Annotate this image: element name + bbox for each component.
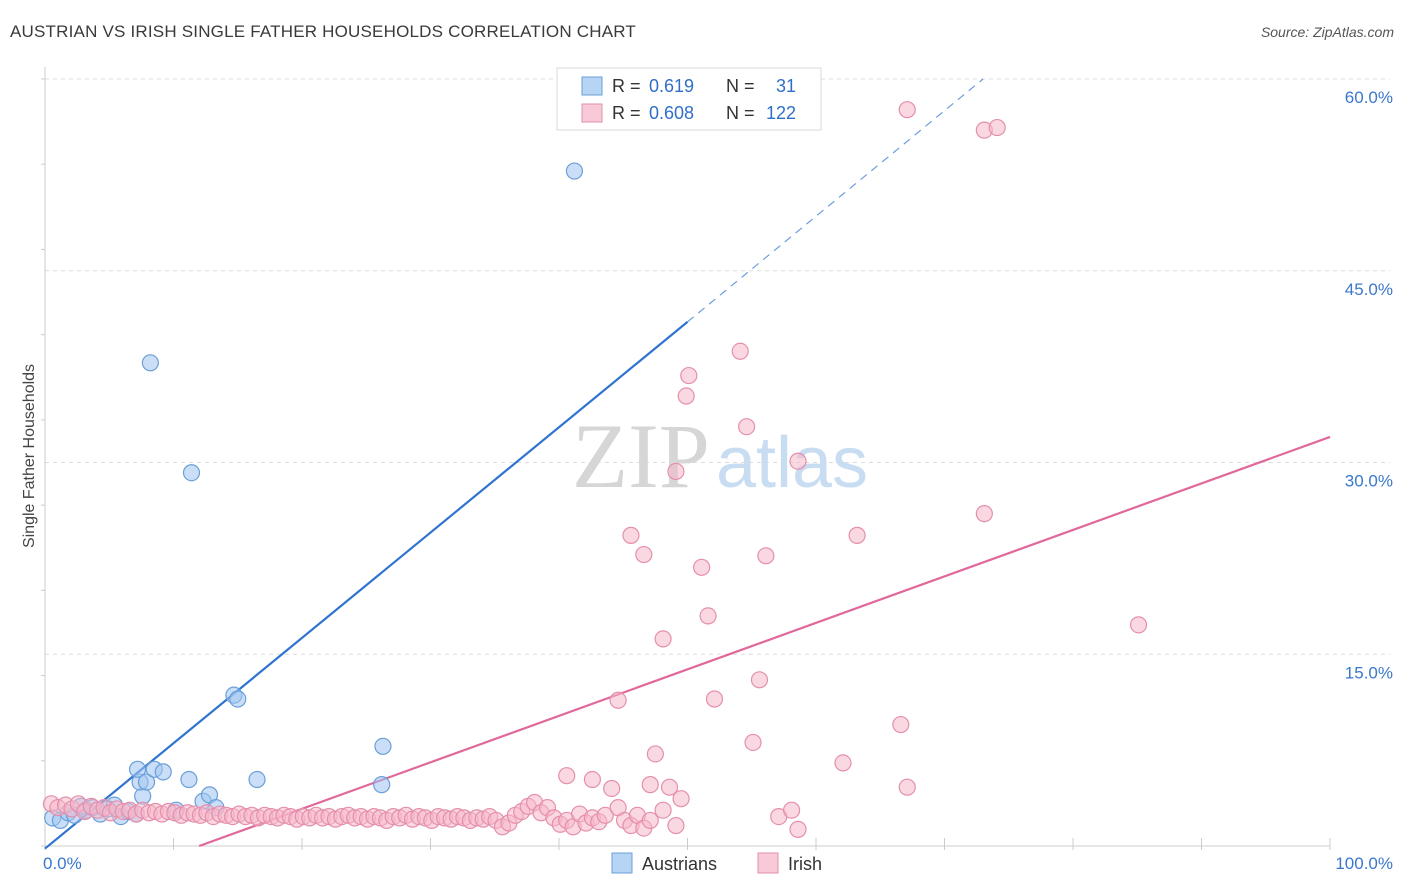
source-label: Source: ZipAtlas.com	[1260, 24, 1394, 40]
legend-r-label: R =	[612, 103, 641, 123]
irish-point	[641, 811, 659, 830]
irish-point	[789, 452, 807, 470]
irish-point	[622, 526, 640, 544]
irish-point	[744, 733, 762, 752]
irish-point	[898, 101, 916, 119]
irish-trend-line	[198, 435, 1331, 848]
irish-point	[750, 671, 769, 689]
irish-legend-label[interactable]: Irish	[788, 854, 822, 874]
watermark: ZIPatlas	[572, 405, 868, 507]
austrians-swatch	[581, 76, 603, 96]
austrians-point	[154, 763, 172, 781]
watermark-zip: ZIP	[572, 405, 710, 507]
grid-lines	[45, 78, 1390, 655]
irish-point	[693, 558, 711, 576]
irish-point	[1129, 616, 1148, 634]
irish-point	[738, 418, 756, 436]
legend-n-value: 31	[776, 76, 796, 96]
axes	[41, 67, 1331, 850]
irish-point	[558, 767, 576, 785]
austrians-trend-extension	[687, 78, 984, 323]
irish-point	[583, 770, 602, 789]
irish-point	[660, 778, 679, 796]
irish-point	[789, 820, 807, 838]
irish-point	[672, 790, 690, 808]
x-tick-label: 100.0%	[1335, 854, 1393, 873]
austrians-point	[373, 776, 391, 794]
irish-point	[635, 545, 653, 564]
x-tick-label: 0.0%	[43, 854, 82, 873]
series-legend: Austrians Irish	[611, 852, 822, 874]
data-points	[42, 101, 1148, 838]
y-tick-label: 45.0%	[1345, 280, 1393, 299]
legend-n-value: 122	[766, 103, 796, 123]
austrians-point	[137, 773, 156, 791]
irish-point	[654, 801, 672, 819]
irish-point	[677, 387, 695, 405]
y-tick-label: 60.0%	[1345, 88, 1393, 107]
irish-point	[834, 754, 852, 772]
legend-r-label: R =	[612, 76, 641, 96]
austrians-point	[128, 760, 147, 778]
austrians-point	[141, 354, 159, 372]
austrians-point	[565, 162, 584, 180]
austrians-point	[248, 770, 266, 789]
trend-lines	[44, 78, 1331, 850]
irish-point	[646, 745, 664, 763]
austrians-point	[229, 690, 247, 708]
y-tick-label: 15.0%	[1345, 663, 1393, 682]
austrians-point	[374, 737, 392, 755]
irish-point	[782, 801, 801, 819]
legend-r-value: 0.608	[649, 103, 694, 123]
irish-point	[731, 342, 749, 360]
irish-point	[898, 778, 916, 796]
irish-point	[705, 690, 724, 708]
irish-point	[757, 547, 775, 565]
chart-title: AUSTRIAN VS IRISH SINGLE FATHER HOUSEHOL…	[10, 22, 636, 41]
irish-legend-swatch[interactable]	[757, 852, 779, 874]
legend-r-value: 0.619	[649, 76, 694, 96]
irish-point	[603, 779, 621, 798]
y-axis-label: Single Father Households	[21, 364, 38, 548]
austrians-point	[180, 770, 198, 789]
stats-legend: R = 0.619 N = 31 R = 0.608 N = 122	[556, 67, 822, 131]
irish-point	[667, 462, 685, 481]
irish-point	[680, 366, 698, 385]
y-tick-label: 30.0%	[1345, 472, 1393, 491]
austrians-legend-swatch[interactable]	[611, 852, 633, 874]
irish-point	[988, 118, 1006, 137]
legend-n-label: N =	[726, 76, 755, 96]
irish-point	[848, 526, 866, 544]
irish-point	[892, 715, 910, 734]
austrians-trend-line	[44, 321, 689, 850]
irish-point	[641, 776, 659, 794]
irish-point	[609, 691, 627, 709]
irish-point	[699, 607, 717, 625]
austrians-point	[182, 464, 201, 482]
legend-n-label: N =	[726, 103, 755, 123]
irish-point	[654, 630, 672, 648]
irish-point	[975, 505, 993, 523]
tick-labels: 15.0% 30.0% 45.0% 60.0% 0.0% 100.0%	[43, 88, 1393, 873]
irish-point	[596, 806, 614, 824]
austrians-legend-label[interactable]: Austrians	[642, 854, 717, 874]
irish-point	[667, 816, 685, 835]
irish-swatch	[581, 103, 603, 123]
